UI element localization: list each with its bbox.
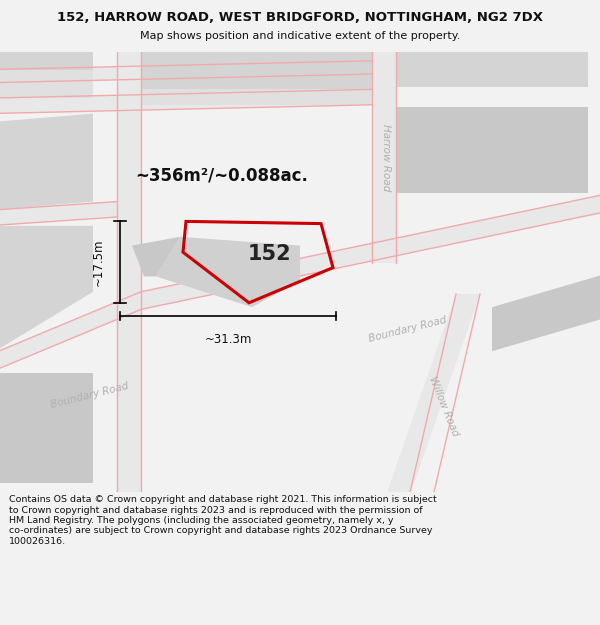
Polygon shape — [0, 89, 372, 114]
Polygon shape — [0, 202, 117, 226]
Text: ~31.3m: ~31.3m — [205, 332, 251, 346]
Polygon shape — [0, 43, 93, 69]
Text: ~356m²/~0.088ac.: ~356m²/~0.088ac. — [136, 166, 308, 184]
Polygon shape — [141, 192, 600, 309]
Text: Map shows position and indicative extent of the property.: Map shows position and indicative extent… — [140, 31, 460, 41]
Text: Harrow Road: Harrow Road — [381, 124, 391, 191]
Polygon shape — [0, 373, 93, 483]
Polygon shape — [492, 272, 600, 351]
Polygon shape — [0, 61, 372, 82]
Polygon shape — [0, 69, 93, 98]
Polygon shape — [117, 43, 141, 501]
Text: Willow Road: Willow Road — [427, 375, 461, 438]
Polygon shape — [132, 237, 180, 276]
Polygon shape — [0, 114, 93, 211]
Polygon shape — [372, 43, 396, 263]
Polygon shape — [396, 107, 588, 192]
Text: 152: 152 — [248, 244, 292, 264]
Polygon shape — [0, 226, 93, 356]
Text: 152, HARROW ROAD, WEST BRIDGFORD, NOTTINGHAM, NG2 7DX: 152, HARROW ROAD, WEST BRIDGFORD, NOTTIN… — [57, 11, 543, 24]
Text: Boundary Road: Boundary Road — [50, 381, 130, 410]
Polygon shape — [156, 237, 300, 308]
Polygon shape — [141, 89, 372, 105]
Text: ~17.5m: ~17.5m — [92, 238, 105, 286]
Polygon shape — [384, 294, 480, 501]
Text: Boundary Road: Boundary Road — [368, 314, 448, 344]
Polygon shape — [396, 43, 588, 88]
Text: Contains OS data © Crown copyright and database right 2021. This information is : Contains OS data © Crown copyright and d… — [9, 495, 437, 546]
Polygon shape — [141, 43, 372, 89]
Polygon shape — [0, 292, 141, 373]
